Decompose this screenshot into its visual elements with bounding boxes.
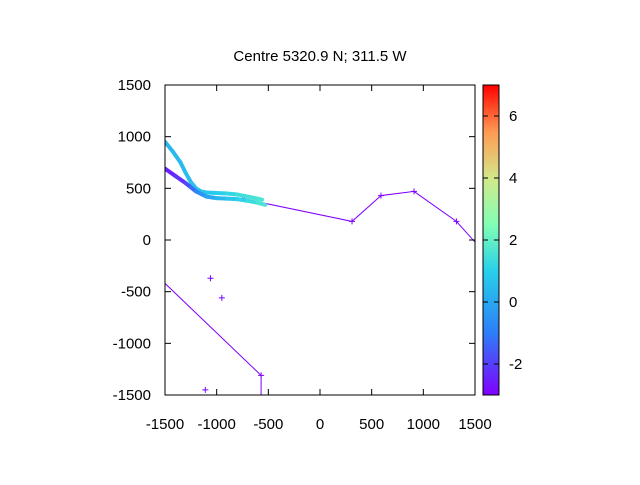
data-point xyxy=(258,372,265,379)
y-tick-label: -500 xyxy=(121,284,151,301)
chart-title: Centre 5320.9 N; 311.5 W xyxy=(233,48,407,65)
colorbar-tick-label: 4 xyxy=(509,170,517,187)
x-tick-label: -1000 xyxy=(197,416,235,433)
series-line xyxy=(242,190,475,243)
data-point xyxy=(453,218,460,225)
data-point xyxy=(202,386,209,393)
y-tick-label: 1000 xyxy=(118,129,151,146)
y-tick-label: 500 xyxy=(126,180,151,197)
plot-area xyxy=(165,139,475,395)
colorbar-tick-label: 0 xyxy=(509,294,517,311)
y-tick-label: 0 xyxy=(143,232,151,249)
plot-clip-group xyxy=(165,139,475,395)
plot-frame xyxy=(164,84,476,396)
track-segment xyxy=(165,166,178,178)
y-tick-label: 1500 xyxy=(118,77,151,94)
x-tick-label: 1000 xyxy=(407,416,440,433)
x-tick-label: 1500 xyxy=(458,416,491,433)
data-point xyxy=(207,275,214,282)
track-segment xyxy=(173,173,188,186)
colorbar-tick-label: -2 xyxy=(509,356,522,373)
colorbar-tick-label: 6 xyxy=(509,108,517,125)
y-tick-label: -1000 xyxy=(113,335,151,352)
track-segment xyxy=(171,150,183,165)
x-tick-label: -1500 xyxy=(146,416,184,433)
track-segment xyxy=(165,139,176,155)
y-tick-label: -1500 xyxy=(113,387,151,404)
axes: -1500 -1000 -500 0 500 1000 1500 1500 1000 500 0 -5… xyxy=(113,77,492,433)
colorbar-tick-label: 2 xyxy=(509,232,517,249)
x-tick-label: -500 xyxy=(253,416,283,433)
series-line xyxy=(165,283,262,395)
data-point xyxy=(218,294,225,301)
track-segment xyxy=(256,200,268,207)
data-point xyxy=(377,192,384,199)
x-tick-label: 0 xyxy=(316,416,324,433)
x-tick-label: 500 xyxy=(359,416,384,433)
data-point xyxy=(349,218,356,225)
track-segment xyxy=(256,196,265,202)
colorbar: 6 4 2 0 -2 xyxy=(482,84,522,396)
data-point xyxy=(411,188,418,195)
